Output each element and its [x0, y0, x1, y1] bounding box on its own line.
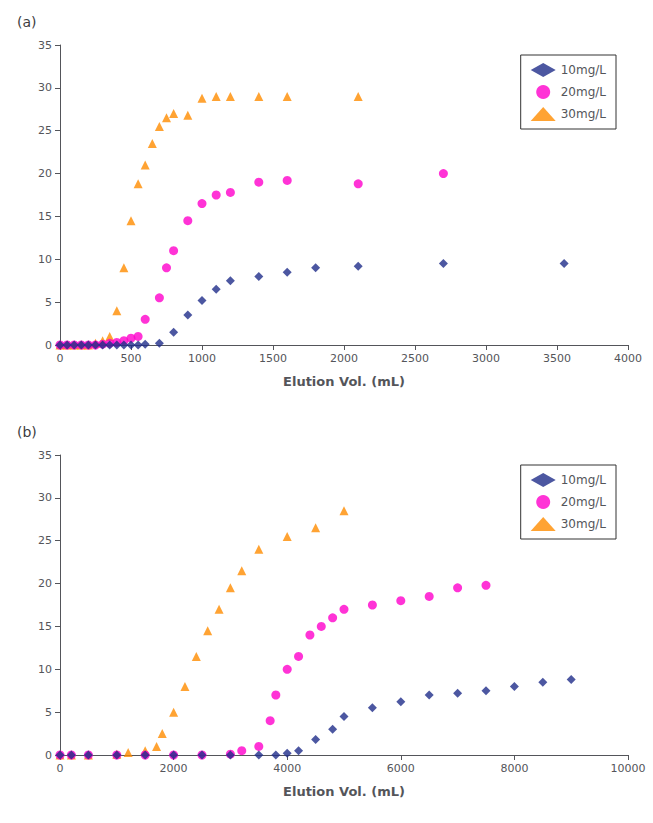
- svg-text:10: 10: [38, 663, 52, 676]
- svg-text:10mg/L: 10mg/L: [561, 473, 607, 487]
- svg-text:20: 20: [38, 167, 52, 180]
- svg-text:(a): (a): [17, 14, 37, 30]
- svg-text:Elution Vol. (mL): Elution Vol. (mL): [283, 784, 405, 799]
- svg-text:15: 15: [38, 210, 52, 223]
- svg-text:Elution Vol. (mL): Elution Vol. (mL): [283, 374, 405, 389]
- svg-text:35: 35: [38, 39, 52, 52]
- svg-text:20: 20: [38, 577, 52, 590]
- svg-text:30: 30: [38, 491, 52, 504]
- svg-text:6000: 6000: [387, 762, 415, 775]
- svg-text:15: 15: [38, 620, 52, 633]
- svg-text:10: 10: [38, 253, 52, 266]
- svg-text:20mg/L: 20mg/L: [561, 85, 607, 99]
- svg-text:4000: 4000: [273, 762, 301, 775]
- svg-text:10mg/L: 10mg/L: [561, 63, 607, 77]
- svg-text:(b): (b): [17, 424, 37, 440]
- svg-text:2000: 2000: [330, 352, 358, 365]
- svg-text:20mg/L: 20mg/L: [561, 495, 607, 509]
- svg-text:1500: 1500: [259, 352, 287, 365]
- svg-text:0: 0: [45, 749, 52, 762]
- svg-text:0: 0: [57, 352, 64, 365]
- svg-text:30mg/L: 30mg/L: [561, 517, 607, 531]
- svg-text:500: 500: [121, 352, 142, 365]
- svg-text:30mg/L: 30mg/L: [561, 107, 607, 121]
- svg-text:2500: 2500: [401, 352, 429, 365]
- svg-text:35: 35: [38, 449, 52, 462]
- svg-text:30: 30: [38, 81, 52, 94]
- svg-text:25: 25: [38, 534, 52, 547]
- svg-text:0: 0: [45, 339, 52, 352]
- svg-text:2000: 2000: [160, 762, 188, 775]
- svg-text:5: 5: [45, 706, 52, 719]
- svg-text:3000: 3000: [472, 352, 500, 365]
- svg-text:5: 5: [45, 296, 52, 309]
- svg-text:0: 0: [57, 762, 64, 775]
- svg-text:8000: 8000: [500, 762, 528, 775]
- svg-text:4000: 4000: [614, 352, 642, 365]
- svg-text:10000: 10000: [611, 762, 646, 775]
- svg-text:1000: 1000: [188, 352, 216, 365]
- svg-text:25: 25: [38, 124, 52, 137]
- svg-text:3500: 3500: [543, 352, 571, 365]
